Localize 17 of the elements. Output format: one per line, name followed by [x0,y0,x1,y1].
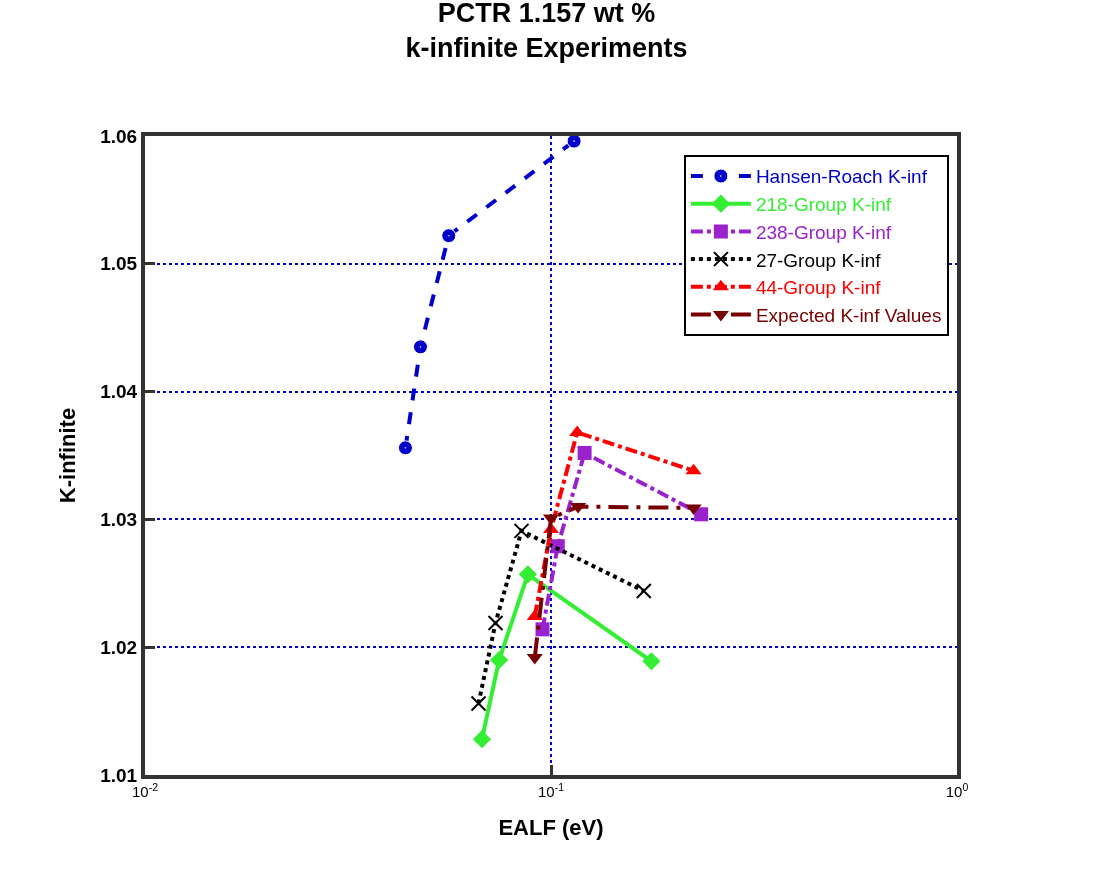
chart-title: PCTR 1.157 wt % k-infinite Experiments [405,0,688,63]
legend-label: 238-Group K-inf [755,221,892,243]
y-tick-label: 1.05 [100,253,138,275]
legend-label: 27-Group K-inf [755,249,882,271]
y-axis-title: K-infinite [54,407,80,504]
legend-label: 44-Group K-inf [755,277,882,299]
legend-label: 218-Group K-inf [755,194,892,216]
x-axis-title: EALF (eV) [498,815,604,841]
x-tick-label: 10$^{0}$ [945,780,969,800]
y-tick-label: 1.03 [100,509,138,531]
y-tick-label: 1.02 [100,636,138,658]
legend-label: Hansen-Roach K-inf [755,166,928,188]
y-tick-label: 1.01 [100,764,138,786]
x-tick-label: 10$^{-1}$ [537,780,565,800]
legend-label: Expected K-inf Values [755,304,942,326]
y-tick-label: 1.04 [100,381,138,403]
y-tick-label: 1.06 [100,125,138,147]
